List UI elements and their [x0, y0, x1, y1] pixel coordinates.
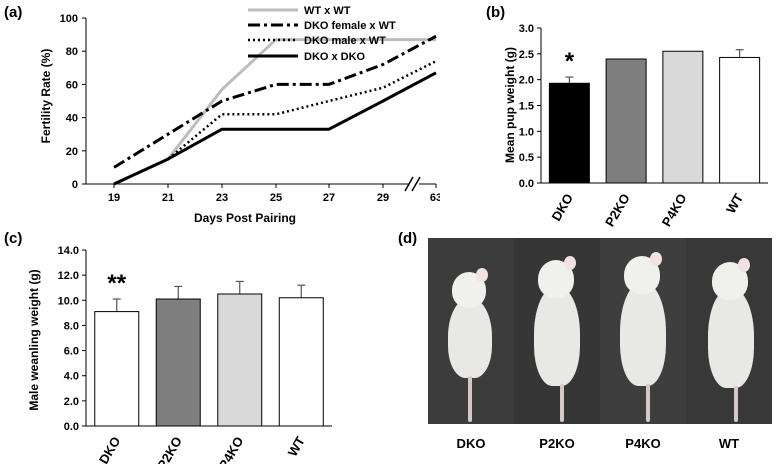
- weanling-weight-bar-chart: Male weanling weight (g) 0.0 2.0 4.0 6.0 8.0…: [27, 245, 332, 464]
- bar: [94, 311, 140, 427]
- x-tick-label: 63: [430, 192, 440, 204]
- x-tick-label: 21: [162, 192, 174, 204]
- y-tick-label: 40: [66, 113, 78, 125]
- y-tick-label: 8.0: [64, 320, 79, 332]
- y-tick-label: 3.0: [519, 23, 534, 35]
- mouse-dko: [428, 238, 514, 424]
- x-tick-label: WT: [285, 434, 308, 459]
- photo-label: P2KO: [539, 436, 575, 451]
- y-tick-label: 1.5: [519, 101, 534, 113]
- y-tick-label: 4.0: [64, 371, 79, 383]
- bar: [278, 297, 324, 427]
- photo-labels: DKO P2KO P4KO WT: [428, 436, 772, 456]
- fertility-line-chart: Fertility Rate (%) Days Post Pairing 0 20…: [39, 5, 440, 225]
- y-tick-label: 100: [60, 13, 78, 25]
- y-tick-label: 60: [66, 79, 78, 91]
- legend-label: DKO male x WT: [304, 35, 386, 47]
- bar: [662, 50, 704, 184]
- x-tick-label: P2KO: [602, 191, 633, 228]
- mouse-p2ko: [514, 238, 600, 424]
- axis-break-gap: [409, 176, 419, 192]
- y-tick-label: 0.5: [519, 152, 534, 164]
- x-tick-label: WT: [723, 191, 746, 216]
- x-tick-label: 29: [377, 192, 389, 204]
- legend-label: WT x WT: [304, 5, 351, 17]
- x-tick-label: 25: [270, 192, 282, 204]
- mice-photograph: [428, 238, 772, 424]
- y-tick-label: 0.0: [64, 421, 79, 433]
- y-tick-label: 14.0: [58, 245, 79, 257]
- bar: [719, 56, 761, 184]
- series-line: [113, 71, 437, 186]
- y-tick-label: 2.0: [519, 75, 534, 87]
- y-tick-label: 1.0: [519, 126, 534, 138]
- x-tick-label: P2KO: [154, 434, 185, 464]
- series-line: [113, 60, 437, 186]
- bar: [605, 58, 647, 184]
- axis-break-mark: [404, 176, 414, 192]
- y-tick-label: 12.0: [58, 270, 79, 282]
- y-tick-label: 6.0: [64, 346, 79, 358]
- photo-label: WT: [718, 436, 740, 451]
- x-tick-label: 23: [216, 192, 228, 204]
- photo-label: P4KO: [625, 436, 661, 451]
- x-axis-title: Days Post Pairing: [194, 211, 296, 225]
- y-tick-label: 80: [66, 46, 78, 58]
- bar: [155, 298, 201, 427]
- pup-weight-bar-chart: Mean pup weight (g) 0.0 0.5 1.0 1.5 2.0 2.5 3.…: [503, 23, 768, 228]
- y-tick-label: 0.0: [519, 178, 534, 190]
- x-tick-label: 27: [323, 192, 335, 204]
- x-tick-label: P4KO: [216, 434, 247, 464]
- y-axis-title: Male weanling weight (g): [27, 269, 41, 410]
- legend-label: DKO female x WT: [304, 20, 396, 32]
- y-tick-label: 0: [72, 179, 78, 191]
- legend-label: DKO x DKO: [304, 51, 366, 63]
- panel-label-c: (c): [4, 230, 23, 247]
- panel-label-a: (a): [4, 4, 23, 21]
- y-tick-label: 20: [66, 146, 78, 158]
- axis-break-mark: [411, 176, 421, 192]
- bar: [548, 82, 590, 184]
- x-tick-label: 19: [108, 192, 120, 204]
- y-tick-label: 10.0: [58, 295, 79, 307]
- panel-label-d: (d): [398, 230, 418, 247]
- bar: [217, 293, 263, 427]
- x-tick-label: DKO: [96, 434, 123, 464]
- y-axis-title: Fertility Rate (%): [39, 49, 53, 144]
- y-tick-label: 2.5: [519, 49, 534, 61]
- mouse-wt: [686, 238, 772, 424]
- significance-marker: *: [565, 48, 575, 75]
- series-line: [113, 34, 437, 169]
- panel-label-b: (b): [486, 4, 506, 21]
- significance-marker: **: [107, 270, 126, 297]
- y-axis-title: Mean pup weight (g): [503, 47, 517, 163]
- x-tick-label: P4KO: [659, 191, 690, 228]
- mouse-p4ko: [600, 238, 686, 424]
- x-tick-label: DKO: [549, 191, 576, 224]
- photo-label: DKO: [456, 436, 486, 451]
- y-tick-label: 2.0: [64, 396, 79, 408]
